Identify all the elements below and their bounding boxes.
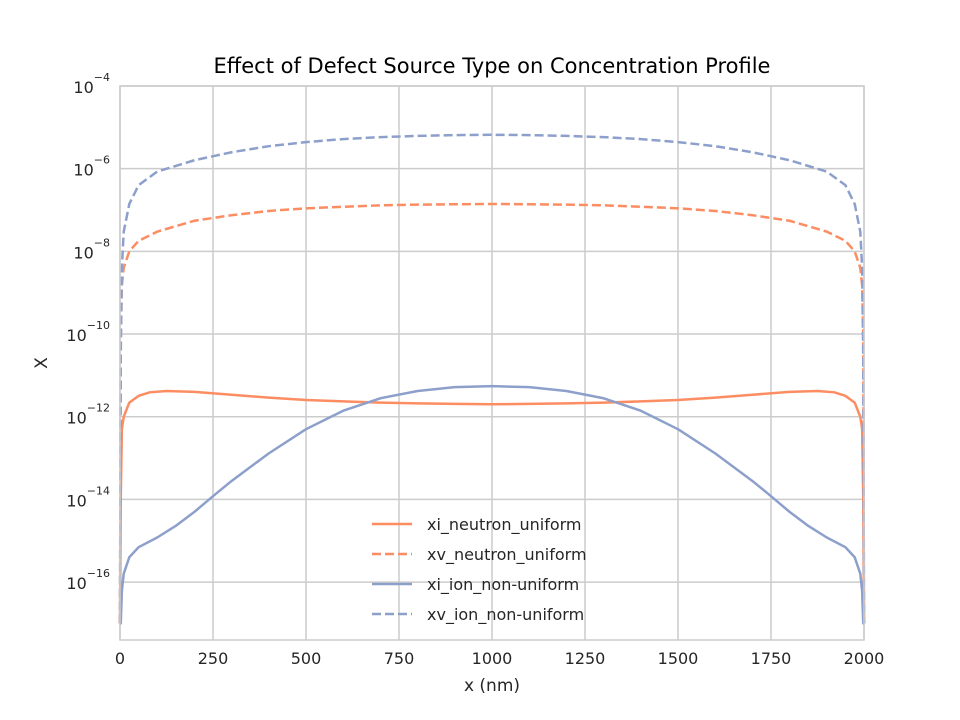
x-axis-label: x (nm) (464, 676, 520, 696)
legend-label: xi_ion_non-uniform (427, 575, 579, 595)
x-tick-label: 1500 (658, 649, 699, 668)
y-tick-base: 10 (66, 491, 86, 510)
x-tick-label: 1750 (751, 649, 792, 668)
y-tick-exponent: −16 (87, 567, 110, 580)
y-tick-label: 10−4 (73, 71, 110, 97)
x-axis-ticks: 0 250 500 750 1000 1250 1500 1750 2000 (115, 649, 884, 668)
x-tick-label: 500 (291, 649, 322, 668)
x-tick-label: 0 (115, 649, 125, 668)
y-tick-base: 10 (66, 409, 86, 428)
legend-label: xv_ion_non-uniform (427, 605, 584, 625)
y-tick-label: 10−12 (66, 402, 110, 428)
y-tick-exponent: −6 (94, 154, 110, 167)
x-tick-label: 750 (384, 649, 415, 668)
y-tick-label: 10−14 (66, 484, 110, 510)
legend-label: xv_neutron_uniform (427, 545, 587, 565)
y-tick-exponent: −14 (87, 484, 110, 497)
y-tick-exponent: −4 (94, 71, 110, 84)
y-tick-base: 10 (66, 574, 86, 593)
chart-title: Effect of Defect Source Type on Concentr… (214, 54, 771, 78)
legend-label: xi_neutron_uniform (427, 515, 582, 535)
x-tick-label: 250 (198, 649, 229, 668)
y-tick-base: 10 (73, 243, 93, 262)
series-line-xi_ion_non-uniform (119, 384, 865, 625)
series-lines (118, 133, 866, 625)
y-tick-exponent: −12 (87, 402, 110, 415)
x-tick-label: 1000 (472, 649, 513, 668)
y-tick-label: 10−6 (73, 154, 110, 180)
x-tick-label: 2000 (844, 649, 885, 668)
plot-frame (119, 85, 865, 641)
series-line-xv_ion_non-uniform (118, 133, 866, 624)
y-tick-base: 10 (73, 161, 93, 180)
y-tick-exponent: −8 (94, 236, 110, 249)
y-tick-label: 10−16 (66, 567, 110, 593)
series-line-xv_neutron_uniform (118, 202, 866, 624)
y-tick-exponent: −10 (87, 319, 110, 332)
y-tick-label: 10−10 (66, 319, 110, 345)
y-axis-label: X (32, 357, 52, 369)
legend: xi_neutron_uniform xv_neutron_uniform xi_i… (372, 515, 587, 625)
y-tick-base: 10 (73, 78, 93, 97)
x-tick-label: 1250 (565, 649, 606, 668)
y-tick-label: 10−8 (73, 236, 110, 262)
series-line-xi_neutron_uniform (118, 389, 866, 624)
y-tick-base: 10 (66, 326, 86, 345)
